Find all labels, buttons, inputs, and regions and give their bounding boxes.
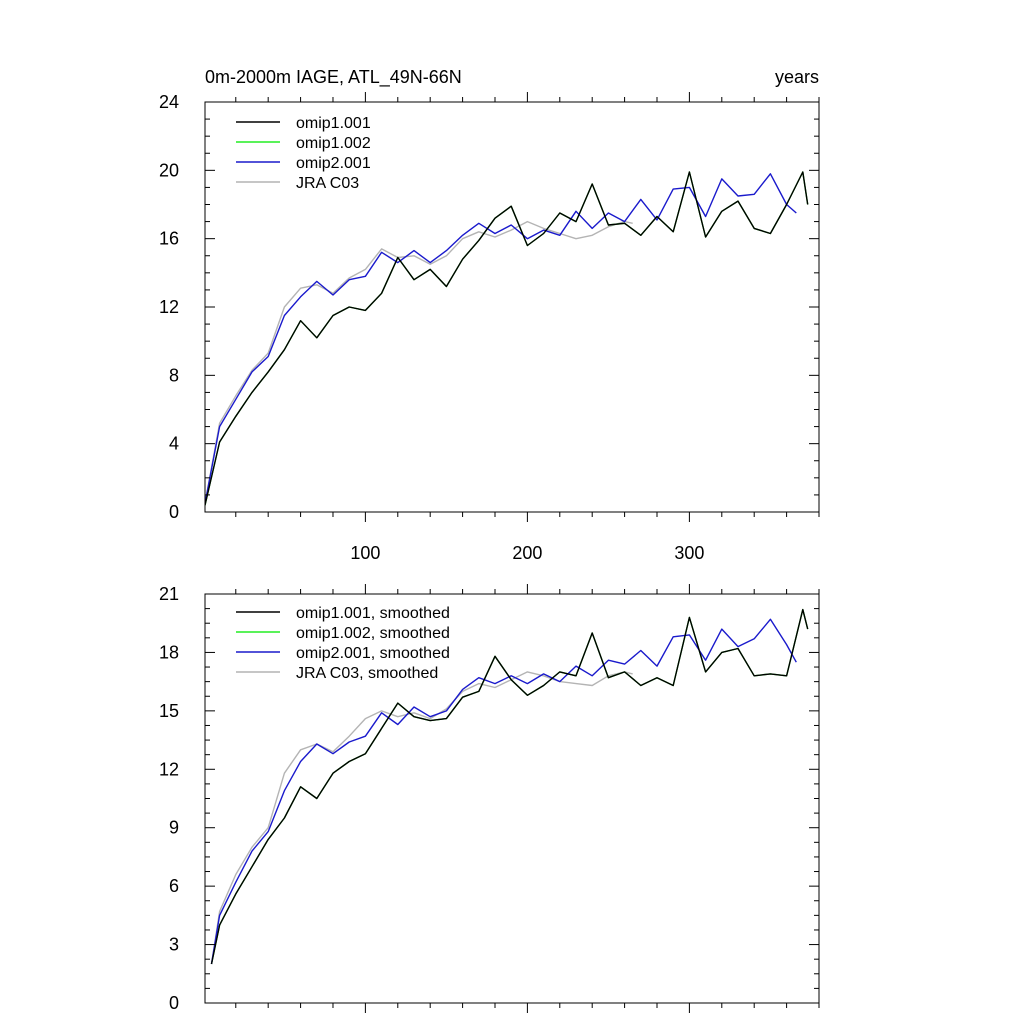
- y-tick-label: 4: [169, 434, 179, 454]
- y-tick-label: 20: [159, 160, 179, 180]
- series-line-omip2-001: [205, 173, 797, 504]
- legend-label: omip1.002: [296, 135, 371, 152]
- chart-units: years: [775, 67, 819, 87]
- y-tick-label: 3: [169, 935, 179, 955]
- legend-label: omip2.001, smoothed: [296, 645, 450, 662]
- y-tick-label: 12: [159, 297, 179, 317]
- y-tick-label: 0: [169, 993, 179, 1013]
- y-tick-label: 21: [159, 584, 179, 604]
- y-tick-label: 18: [159, 642, 179, 662]
- legend-label: omip2.001: [296, 155, 371, 172]
- legend-label: omip1.001, smoothed: [296, 605, 450, 622]
- series-line-omip1-002: [205, 171, 809, 506]
- series-line-jra-c03-smoothed: [210, 671, 633, 965]
- legend-label: omip1.001: [296, 115, 371, 132]
- y-tick-label: 16: [159, 229, 179, 249]
- x-tick-label: 300: [674, 543, 704, 563]
- y-tick-label: 6: [169, 876, 179, 896]
- y-tick-label: 8: [169, 365, 179, 385]
- y-tick-label: 12: [159, 759, 179, 779]
- series-line-omip1-001-smoothed: [210, 608, 809, 965]
- y-tick-label: 24: [159, 92, 179, 112]
- legend-label: JRA C03: [296, 175, 359, 192]
- y-tick-label: 0: [169, 502, 179, 522]
- panel-top: 0 4 8 12 16 20 24 100 200 300 0m-2000m IAGE, ATL_4…: [159, 67, 820, 563]
- y-tick-label: 9: [169, 818, 179, 838]
- panel-bottom: 0 3 6 9 12 15 18 21 omip1.001, smoothed omip1.002…: [159, 584, 820, 1013]
- series-line-omip1-001: [205, 171, 809, 506]
- chart-title: 0m-2000m IAGE, ATL_49N-66N: [205, 67, 462, 88]
- legend-label: JRA C03, smoothed: [296, 665, 438, 682]
- legend-label: omip1.002, smoothed: [296, 625, 450, 642]
- x-tick-label: 200: [512, 543, 542, 563]
- x-tick-label: 100: [350, 543, 380, 563]
- series-line-jra-c03: [205, 220, 633, 504]
- series-line-omip2-001-smoothed: [210, 618, 797, 965]
- y-tick-label: 15: [159, 701, 179, 721]
